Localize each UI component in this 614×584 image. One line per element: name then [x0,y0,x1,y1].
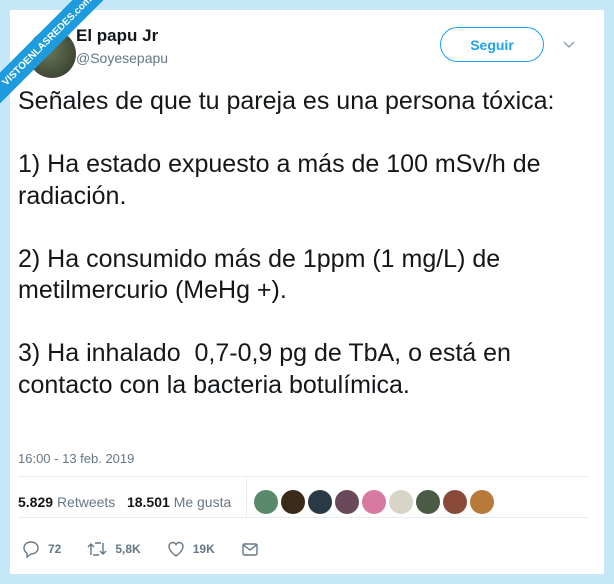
timestamp[interactable]: 16:00 - 13 feb. 2019 [18,451,135,466]
heart-icon [168,541,184,557]
liker-avatar[interactable] [389,490,413,514]
retweet-count: 5,8K [115,542,141,556]
tweet-card: El papu Jr @Soyesepapu Seguir Señales de… [10,10,604,574]
liker-avatars [254,490,494,514]
reply-count: 72 [48,542,62,556]
retweets-stat[interactable]: 5.829 Retweets [18,494,116,510]
divider [246,477,247,517]
action-bar: 72 5,8K 19K [22,540,285,558]
liker-avatar[interactable] [443,490,467,514]
tweet-text: Señales de que tu pareja es una persona … [18,87,555,399]
stats: 5.829 Retweets 18.501 Me gusta [18,494,231,510]
liker-avatar[interactable] [281,490,305,514]
message-button[interactable] [241,540,259,558]
divider [18,476,588,477]
chevron-down-icon[interactable] [562,37,576,51]
likes-stat[interactable]: 18.501 Me gusta [126,494,232,510]
user-name[interactable]: El papu Jr [76,26,159,45]
divider [18,517,588,518]
liker-avatar[interactable] [416,490,440,514]
liker-avatar[interactable] [335,490,359,514]
liker-avatar[interactable] [362,490,386,514]
envelope-icon [242,543,258,556]
retweet-icon [87,542,107,556]
user-handle[interactable]: @Soyesepapu [76,50,169,66]
like-button[interactable]: 19K [167,540,215,558]
liker-avatar[interactable] [254,490,278,514]
liker-avatar[interactable] [470,490,494,514]
follow-button[interactable]: Seguir [440,27,544,62]
like-count: 19K [192,542,215,556]
reply-button[interactable]: 72 [22,540,61,558]
retweet-button[interactable]: 5,8K [87,540,141,558]
reply-icon [23,541,39,558]
liker-avatar[interactable] [308,490,332,514]
